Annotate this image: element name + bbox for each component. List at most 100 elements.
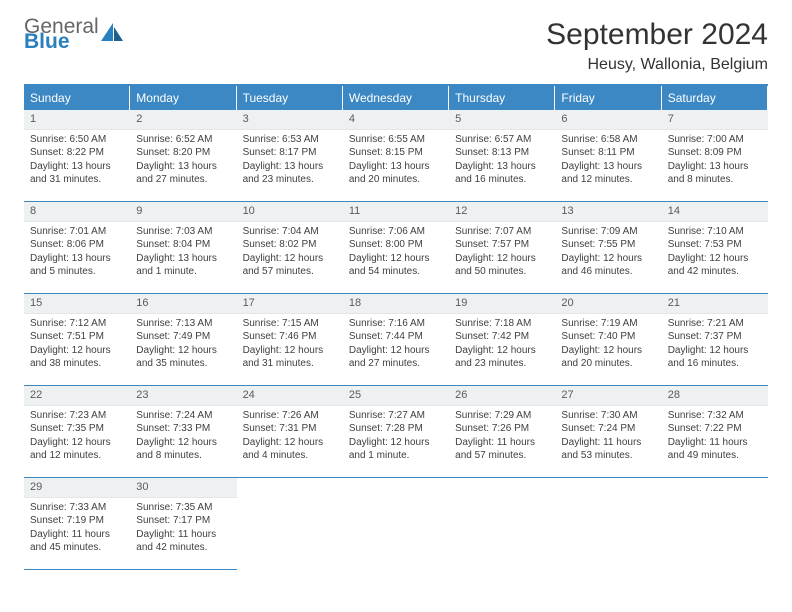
day-details: Sunrise: 7:15 AMSunset: 7:46 PMDaylight:… [237, 314, 343, 374]
day-number: 1 [24, 110, 130, 130]
header: General Blue September 2024 Heusy, Wallo… [24, 18, 768, 74]
daylight-line: Daylight: 12 hours and 46 minutes. [561, 252, 655, 279]
day-number: 3 [237, 110, 343, 130]
sunset-line: Sunset: 8:13 PM [455, 146, 549, 160]
day-cell: 21Sunrise: 7:21 AMSunset: 7:37 PMDayligh… [662, 294, 768, 386]
day-details: Sunrise: 7:21 AMSunset: 7:37 PMDaylight:… [662, 314, 768, 374]
day-details: Sunrise: 7:24 AMSunset: 7:33 PMDaylight:… [130, 406, 236, 466]
sail-icon [99, 21, 125, 48]
sunrise-line: Sunrise: 7:33 AM [30, 501, 124, 515]
sunrise-line: Sunrise: 7:09 AM [561, 225, 655, 239]
sunrise-line: Sunrise: 7:29 AM [455, 409, 549, 423]
sunrise-line: Sunrise: 6:53 AM [243, 133, 337, 147]
daylight-line: Daylight: 12 hours and 54 minutes. [349, 252, 443, 279]
sunset-line: Sunset: 7:53 PM [668, 238, 762, 252]
day-details: Sunrise: 7:10 AMSunset: 7:53 PMDaylight:… [662, 222, 768, 282]
daylight-line: Daylight: 11 hours and 45 minutes. [30, 528, 124, 555]
day-number: 12 [449, 202, 555, 222]
sunset-line: Sunset: 7:44 PM [349, 330, 443, 344]
logo-line2: Blue [24, 33, 70, 52]
sunset-line: Sunset: 7:55 PM [561, 238, 655, 252]
day-cell: 18Sunrise: 7:16 AMSunset: 7:44 PMDayligh… [343, 294, 449, 386]
weekday-header: Sunday [24, 86, 130, 110]
daylight-line: Daylight: 13 hours and 8 minutes. [668, 160, 762, 187]
day-number: 8 [24, 202, 130, 222]
day-cell: 11Sunrise: 7:06 AMSunset: 8:00 PMDayligh… [343, 202, 449, 294]
day-cell: 15 Sunrise: 7:12 AMSunset: 7:51 PMDayligh… [24, 294, 130, 386]
sunrise-line: Sunrise: 7:21 AM [668, 317, 762, 331]
daylight-line: Daylight: 13 hours and 1 minute. [136, 252, 230, 279]
day-details: Sunrise: 7:09 AMSunset: 7:55 PMDaylight:… [555, 222, 661, 282]
day-details: Sunrise: 7:26 AMSunset: 7:31 PMDaylight:… [237, 406, 343, 466]
sunrise-line: Sunrise: 6:58 AM [561, 133, 655, 147]
day-number: 6 [555, 110, 661, 130]
day-number: 10 [237, 202, 343, 222]
day-details: Sunrise: 7:18 AMSunset: 7:42 PMDaylight:… [449, 314, 555, 374]
day-details: Sunrise: 6:55 AMSunset: 8:15 PMDaylight:… [343, 130, 449, 190]
sunset-line: Sunset: 7:24 PM [561, 422, 655, 436]
day-details: Sunrise: 7:13 AMSunset: 7:49 PMDaylight:… [130, 314, 236, 374]
daylight-line: Daylight: 12 hours and 27 minutes. [349, 344, 443, 371]
day-cell: 8Sunrise: 7:01 AMSunset: 8:06 PMDaylight… [24, 202, 130, 294]
day-cell: 28Sunrise: 7:32 AMSunset: 7:22 PMDayligh… [662, 386, 768, 478]
sunset-line: Sunset: 7:40 PM [561, 330, 655, 344]
sunset-line: Sunset: 7:22 PM [668, 422, 762, 436]
day-cell [237, 478, 343, 570]
day-cell: 26Sunrise: 7:29 AMSunset: 7:26 PMDayligh… [449, 386, 555, 478]
day-cell: 16Sunrise: 7:13 AMSunset: 7:49 PMDayligh… [130, 294, 236, 386]
sunset-line: Sunset: 7:33 PM [136, 422, 230, 436]
sunrise-line: Sunrise: 7:24 AM [136, 409, 230, 423]
day-details: Sunrise: 6:50 AMSunset: 8:22 PMDaylight:… [24, 130, 130, 190]
daylight-line: Daylight: 12 hours and 31 minutes. [243, 344, 337, 371]
location: Heusy, Wallonia, Belgium [546, 56, 768, 74]
day-number: 16 [130, 294, 236, 314]
day-cell: 22Sunrise: 7:23 AMSunset: 7:35 PMDayligh… [24, 386, 130, 478]
daylight-line: Daylight: 12 hours and 4 minutes. [243, 436, 337, 463]
sunrise-line: Sunrise: 7:26 AM [243, 409, 337, 423]
day-details: Sunrise: 7:23 AMSunset: 7:35 PMDaylight:… [24, 406, 130, 466]
sunrise-line: Sunrise: 7:27 AM [349, 409, 443, 423]
sunset-line: Sunset: 8:20 PM [136, 146, 230, 160]
day-details: Sunrise: 7:00 AMSunset: 8:09 PMDaylight:… [662, 130, 768, 190]
day-number: 18 [343, 294, 449, 314]
sunrise-line: Sunrise: 7:12 AM [30, 317, 124, 331]
sunrise-line: Sunrise: 7:06 AM [349, 225, 443, 239]
day-details: Sunrise: 7:01 AMSunset: 8:06 PMDaylight:… [24, 222, 130, 282]
daylight-line: Daylight: 12 hours and 38 minutes. [30, 344, 124, 371]
daylight-line: Daylight: 12 hours and 50 minutes. [455, 252, 549, 279]
logo-text: General Blue [24, 18, 99, 52]
sunset-line: Sunset: 7:42 PM [455, 330, 549, 344]
day-number: 21 [662, 294, 768, 314]
day-cell: 24Sunrise: 7:26 AMSunset: 7:31 PMDayligh… [237, 386, 343, 478]
day-details: Sunrise: 7:27 AMSunset: 7:28 PMDaylight:… [343, 406, 449, 466]
calendar-grid: SundayMondayTuesdayWednesdayThursdayFrid… [24, 84, 768, 570]
day-details: Sunrise: 7:04 AMSunset: 8:02 PMDaylight:… [237, 222, 343, 282]
day-cell [662, 478, 768, 570]
day-number: 17 [237, 294, 343, 314]
daylight-line: Daylight: 12 hours and 1 minute. [349, 436, 443, 463]
daylight-line: Daylight: 13 hours and 20 minutes. [349, 160, 443, 187]
day-details: Sunrise: 7:06 AMSunset: 8:00 PMDaylight:… [343, 222, 449, 282]
day-cell: 27Sunrise: 7:30 AMSunset: 7:24 PMDayligh… [555, 386, 661, 478]
day-number: 19 [449, 294, 555, 314]
daylight-line: Daylight: 13 hours and 16 minutes. [455, 160, 549, 187]
day-number: 15 [24, 294, 130, 314]
sunrise-line: Sunrise: 7:32 AM [668, 409, 762, 423]
day-number: 24 [237, 386, 343, 406]
day-number: 2 [130, 110, 236, 130]
day-details: Sunrise: 7:16 AMSunset: 7:44 PMDaylight:… [343, 314, 449, 374]
sunset-line: Sunset: 8:11 PM [561, 146, 655, 160]
day-number: 7 [662, 110, 768, 130]
sunrise-line: Sunrise: 7:07 AM [455, 225, 549, 239]
logo: General Blue [24, 18, 125, 52]
daylight-line: Daylight: 12 hours and 35 minutes. [136, 344, 230, 371]
daylight-line: Daylight: 12 hours and 57 minutes. [243, 252, 337, 279]
sunset-line: Sunset: 8:06 PM [30, 238, 124, 252]
sunset-line: Sunset: 8:17 PM [243, 146, 337, 160]
day-cell: 9Sunrise: 7:03 AMSunset: 8:04 PMDaylight… [130, 202, 236, 294]
sunrise-line: Sunrise: 7:23 AM [30, 409, 124, 423]
sunset-line: Sunset: 7:51 PM [30, 330, 124, 344]
day-number: 30 [130, 478, 236, 498]
sunrise-line: Sunrise: 7:10 AM [668, 225, 762, 239]
day-cell [343, 478, 449, 570]
